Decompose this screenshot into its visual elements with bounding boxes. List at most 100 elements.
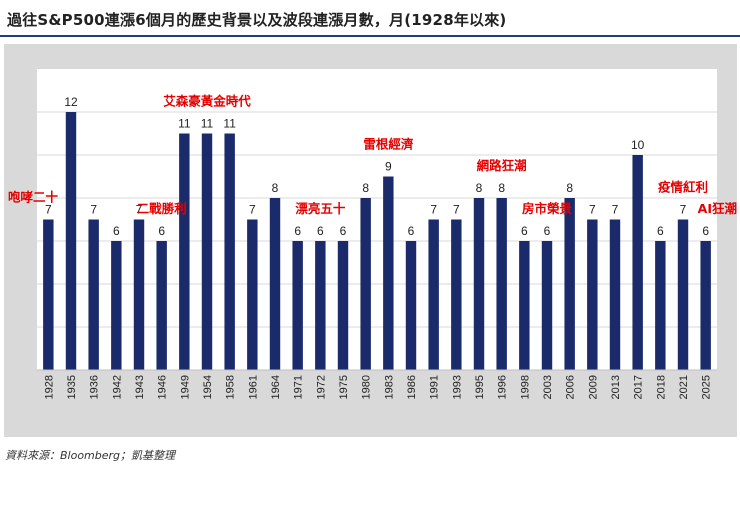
- data-label-2025: 6: [702, 224, 709, 238]
- tick-label-1993: 1993: [451, 375, 463, 399]
- data-label-1993: 7: [453, 203, 460, 217]
- bar-1949: [179, 133, 190, 370]
- tick-label-1998: 1998: [519, 375, 531, 399]
- tick-label-1936: 1936: [89, 375, 101, 399]
- title-underline: [0, 35, 740, 37]
- data-label-1949: 11: [178, 117, 191, 131]
- bar-1995: [473, 198, 485, 370]
- data-label-1998: 6: [521, 224, 528, 238]
- annotation-2025: AI狂潮: [698, 201, 737, 216]
- bar-1998: [519, 241, 530, 370]
- annotation-2021: 疫情紅利: [658, 180, 708, 195]
- data-label-1980: 8: [362, 181, 369, 195]
- bar-1928: [43, 219, 54, 370]
- data-label-1971: 6: [294, 224, 301, 238]
- bar-1971: [292, 241, 303, 370]
- data-label-1983: 9: [385, 160, 392, 174]
- tick-label-1983: 1983: [383, 375, 395, 399]
- tick-label-1946: 1946: [157, 375, 169, 399]
- data-label-1991: 7: [430, 203, 437, 217]
- data-label-2013: 7: [612, 203, 619, 217]
- data-label-1935: 12: [64, 95, 78, 109]
- bar-1958: [224, 133, 235, 370]
- annotation-1972: 漂亮五十: [295, 201, 346, 216]
- data-label-1946: 6: [158, 224, 165, 238]
- tick-label-1975: 1975: [338, 375, 350, 399]
- tick-label-2006: 2006: [565, 375, 577, 399]
- bar-2013: [609, 219, 621, 370]
- annotation-1996: 網路狂潮: [477, 158, 527, 173]
- bar-1961: [247, 219, 258, 370]
- bar-1972: [315, 241, 326, 370]
- tick-label-1996: 1996: [497, 375, 509, 399]
- bar-1980: [360, 198, 371, 370]
- plot-area: [37, 69, 717, 370]
- tick-label-1964: 1964: [270, 375, 282, 399]
- data-label-1954: 11: [201, 117, 214, 131]
- data-label-1928: 7: [45, 203, 52, 217]
- tick-label-1991: 1991: [429, 375, 441, 399]
- bar-2021: [677, 219, 689, 370]
- tick-label-1942: 1942: [111, 375, 123, 399]
- tick-label-2017: 2017: [633, 375, 645, 399]
- data-label-1986: 6: [408, 224, 415, 238]
- data-label-1961: 7: [249, 203, 256, 217]
- annotation-1928: 咆哮二十: [8, 190, 59, 205]
- bar-2009: [587, 219, 598, 370]
- tick-label-1995: 1995: [474, 375, 486, 399]
- bar-2017: [632, 155, 643, 370]
- bar-1996: [496, 198, 507, 370]
- data-label-2021: 7: [680, 203, 687, 217]
- data-label-1958: 11: [223, 117, 236, 131]
- tick-label-1943: 1943: [134, 375, 146, 399]
- bar-1935: [65, 112, 77, 370]
- bar-2018: [655, 241, 666, 370]
- annotation-1983: 雷根經濟: [363, 137, 414, 152]
- tick-label-2009: 2009: [587, 375, 599, 399]
- bar-1946: [156, 241, 167, 370]
- tick-label-2018: 2018: [655, 375, 667, 399]
- bar-1964: [269, 198, 281, 370]
- bar-1943: [133, 219, 145, 370]
- annotation-1954: 艾森豪黃金時代: [163, 94, 251, 109]
- bar-1983: [383, 176, 394, 370]
- data-label-1942: 6: [113, 224, 120, 238]
- data-label-1996: 8: [498, 181, 505, 195]
- tick-label-1935: 1935: [66, 375, 78, 399]
- tick-label-1980: 1980: [361, 375, 373, 399]
- tick-label-2025: 2025: [701, 375, 713, 399]
- bar-1975: [337, 241, 349, 370]
- tick-label-1986: 1986: [406, 375, 418, 399]
- tick-label-1928: 1928: [43, 375, 55, 399]
- data-label-2018: 6: [657, 224, 664, 238]
- tick-label-2013: 2013: [610, 375, 622, 399]
- data-label-1936: 7: [90, 203, 97, 217]
- annotation-2003: 房市榮景: [522, 201, 573, 216]
- bar-1993: [451, 219, 462, 370]
- bar-1991: [428, 219, 439, 370]
- tick-label-2003: 2003: [542, 375, 554, 399]
- data-label-1972: 6: [317, 224, 324, 238]
- data-label-1995: 8: [476, 181, 483, 195]
- tick-label-2021: 2021: [678, 375, 690, 399]
- bar-1936: [88, 219, 99, 370]
- annotation-1946: 二戰勝利: [137, 201, 187, 216]
- tick-label-1958: 1958: [225, 375, 237, 399]
- data-label-2017: 10: [631, 138, 645, 152]
- tick-label-1949: 1949: [179, 375, 191, 399]
- data-label-1975: 6: [340, 224, 347, 238]
- tick-label-1971: 1971: [293, 375, 305, 399]
- tick-label-1972: 1972: [315, 375, 327, 399]
- data-label-2006: 8: [566, 181, 573, 195]
- tick-label-1961: 1961: [247, 375, 259, 399]
- source-note: 資料來源：Bloomberg；凱基整理: [5, 449, 176, 462]
- chart-title: 過往S&P500連漲6個月的歷史背景以及波段連漲月數，月(1928年以來): [7, 11, 507, 29]
- bar-1986: [405, 241, 417, 370]
- data-label-1943: 7: [136, 203, 143, 217]
- data-label-2003: 6: [544, 224, 551, 238]
- tick-label-1954: 1954: [202, 375, 214, 399]
- bar-1942: [111, 241, 122, 370]
- bar-1954: [201, 133, 213, 370]
- bar-2006: [564, 198, 575, 370]
